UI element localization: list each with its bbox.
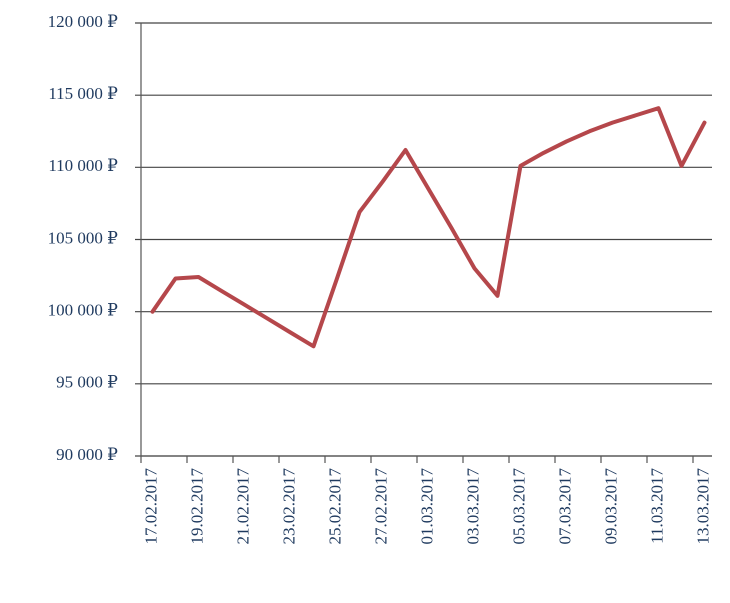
- x-tick-label: 25.02.2017: [325, 468, 344, 545]
- y-tick-label: 95 000 ₽: [56, 373, 118, 392]
- y-tick-label: 110 000 ₽: [48, 156, 118, 175]
- x-tick-label: 27.02.2017: [371, 468, 390, 545]
- x-tick-label: 11.03.2017: [647, 468, 666, 544]
- y-tick-label: 100 000 ₽: [48, 301, 119, 320]
- y-tick-label: 120 000 ₽: [48, 12, 119, 31]
- x-tick-label: 03.03.2017: [463, 468, 482, 545]
- y-tick-label: 115 000 ₽: [48, 84, 118, 103]
- x-tick-label: 17.02.2017: [141, 468, 160, 545]
- x-tick-label: 19.02.2017: [187, 468, 206, 545]
- x-tick-label: 01.03.2017: [417, 468, 436, 545]
- series-line: [150, 106, 707, 349]
- x-tick-label: 23.02.2017: [279, 468, 298, 545]
- x-tick-label: 13.03.2017: [693, 468, 712, 545]
- y-tick-label: 90 000 ₽: [56, 445, 118, 464]
- x-tick-label: 09.03.2017: [601, 468, 620, 545]
- x-tick-label: 05.03.2017: [509, 468, 528, 545]
- x-tick-label: 07.03.2017: [555, 468, 574, 545]
- y-tick-label: 105 000 ₽: [48, 228, 119, 247]
- x-tick-label: 21.02.2017: [233, 468, 252, 545]
